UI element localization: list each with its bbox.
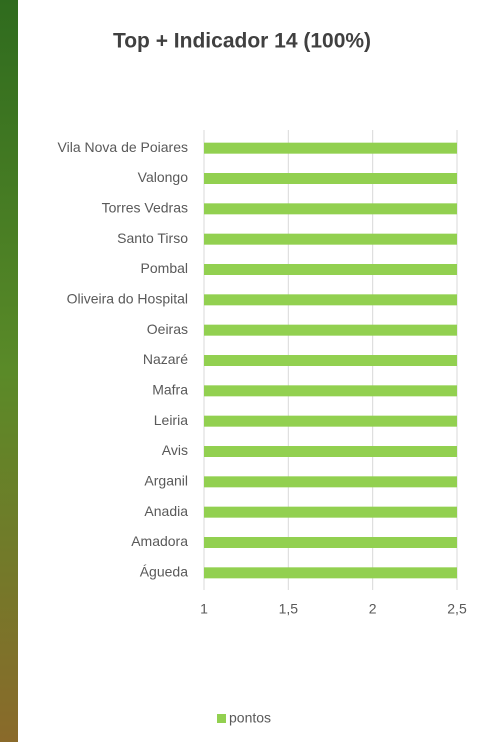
bar	[204, 355, 457, 366]
bar	[204, 324, 457, 336]
bar	[204, 385, 457, 397]
y-tick-label: Leiria	[154, 412, 188, 428]
bar	[204, 142, 457, 154]
y-tick-label: Mafra	[152, 382, 188, 398]
bar	[204, 537, 457, 548]
bar	[204, 446, 457, 457]
y-tick-label: Pombal	[141, 260, 188, 276]
y-tick-label: Valongo	[138, 169, 189, 185]
chart-title: Top + Indicador 14 (100%)	[113, 30, 371, 53]
bar	[204, 233, 457, 245]
y-tick-label: Vila Nova de Poiares	[58, 139, 188, 155]
y-tick-label: Anadia	[144, 503, 188, 519]
y-tick-label: Amadora	[131, 533, 188, 549]
y-tick-label: Oliveira do Hospital	[67, 291, 188, 307]
bar	[204, 264, 457, 275]
y-tick-label: Avis	[162, 442, 188, 458]
x-tick-label: 2	[369, 601, 377, 617]
bar	[204, 294, 457, 306]
y-tick-label: Torres Vedras	[102, 200, 188, 216]
bar	[204, 506, 457, 518]
y-tick-label: Oeiras	[147, 321, 188, 337]
y-tick-label: Nazaré	[143, 351, 188, 367]
bar	[204, 415, 457, 427]
bar	[204, 203, 457, 215]
legend-swatch	[217, 714, 226, 723]
x-tick-label: 2,5	[447, 601, 467, 617]
x-tick-label: 1,5	[279, 601, 299, 617]
bar	[204, 173, 457, 184]
y-tick-label: Arganil	[144, 473, 188, 489]
legend-label: pontos	[229, 710, 271, 726]
y-tick-label: Santo Tirso	[117, 230, 188, 246]
bar	[204, 567, 457, 579]
x-tick-label: 1	[200, 601, 208, 617]
y-tick-label: Águeda	[140, 564, 188, 580]
bar	[204, 476, 457, 488]
chart-panel	[18, 0, 478, 742]
